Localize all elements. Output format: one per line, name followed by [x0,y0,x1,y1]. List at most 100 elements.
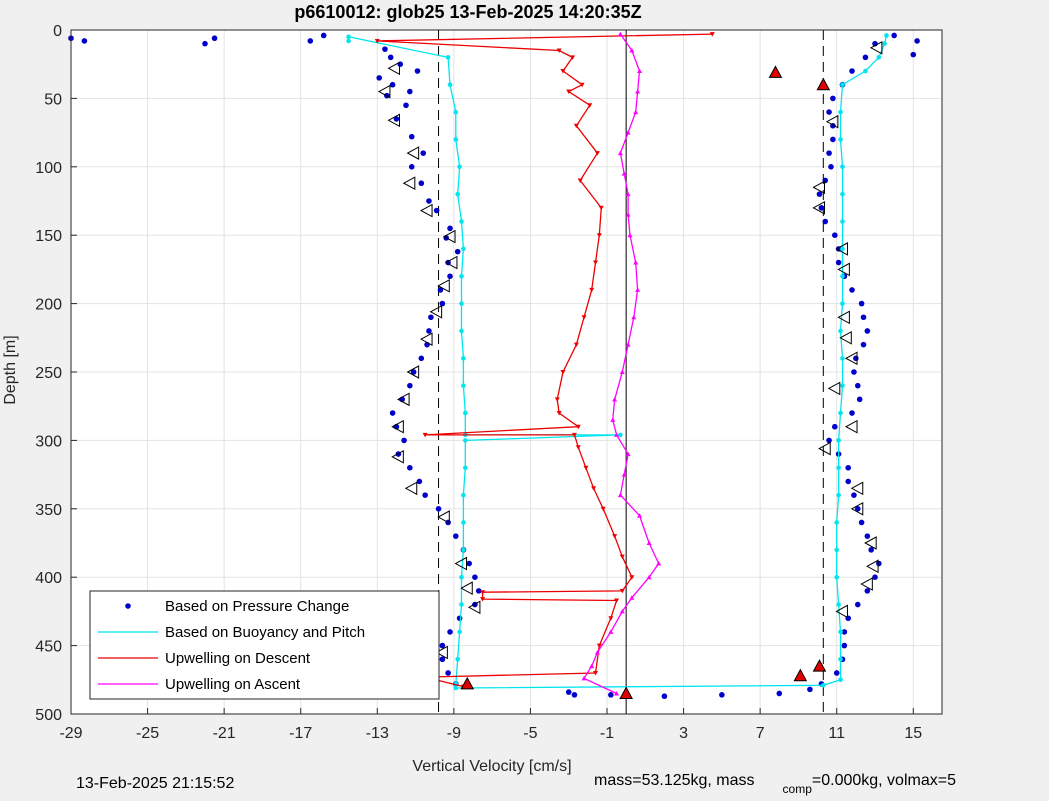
filled-triangle-marker [812,659,827,672]
series-2-point [575,424,581,430]
open-triangle-marker [860,577,873,591]
series-0-point [849,68,855,74]
series-1-point [463,410,468,416]
series-0-point [393,116,400,122]
open-triangle-marker [391,419,404,434]
series-0-point [830,95,836,102]
series-0-point [389,81,396,88]
series-1-point [834,547,840,553]
series-2-point [608,616,614,621]
x-tick-label: 3 [679,725,688,742]
footer-comp-sub: comp [782,782,812,796]
series-1-point [834,574,840,580]
series-1-point [821,682,826,688]
series-2-point [600,506,606,512]
series-1-point [459,574,464,580]
x-tick-label: -1 [600,725,614,742]
series-3-point [614,690,620,696]
series-1-point [884,33,889,38]
series-2-point [554,397,560,402]
series-2-point [596,233,602,238]
series-0-point [868,547,874,553]
x-axis-label: Vertical Velocity [cm/s] [412,758,571,775]
series-0-point [661,693,668,700]
series-0-point [851,369,857,375]
series-0-point [860,314,867,321]
series-0-point [435,506,442,512]
series-3-point [625,212,631,217]
y-tick-label: 500 [35,707,62,724]
series-0-point [910,51,917,58]
series-1-point [346,34,351,40]
open-triangle-marker [850,501,864,516]
series-0-point [860,341,867,348]
series-0-point [439,642,446,649]
series-0-point [397,61,404,67]
series-0-point [447,273,453,280]
open-triangle-marker [839,330,852,345]
series-3-point [617,31,623,37]
series-1-point [838,410,843,416]
series-0-point [862,54,869,61]
series-1-point [838,656,843,662]
series-0-point [475,588,482,594]
open-triangle-marker [835,242,848,256]
series-0-point [849,287,855,293]
series-3-point [646,574,652,580]
open-triangle-marker [864,536,877,550]
series-1-point [463,465,468,471]
x-tick-label: -29 [59,725,82,742]
series-0-point [418,355,425,362]
footer-mass-info: mass=53.125kg, mass comp=0.000kg, volmax=… [594,772,956,796]
series-2-point [422,432,428,438]
series-3-point [625,451,631,457]
series-3-point [635,287,641,292]
series-0-point [456,615,463,622]
series-3-point [637,513,643,518]
series-0-point [849,410,855,416]
legend-swatch [125,603,131,609]
series-0-point [472,574,478,580]
data-series [68,31,920,700]
series-2-point [629,575,635,580]
open-triangle-marker [869,40,883,55]
series-0-point [854,601,861,608]
filled-triangle-marker [816,77,831,91]
footer-timestamp: 13-Feb-2025 21:15:52 [76,775,235,792]
series-0-point [407,464,413,471]
series-2-point [571,432,577,438]
series-2-point [480,590,486,595]
series-1-point [445,55,451,60]
series-0-point [914,38,920,44]
series-1-point [840,301,845,306]
series-1-point [876,55,882,60]
series-0-point [408,133,415,140]
series-2-point [619,588,625,594]
series-0-point [832,423,838,430]
series-2-point [596,643,602,649]
series-3-point [621,171,627,176]
series-2-point [619,554,625,560]
series-1-point [882,41,887,46]
series-0-point [428,314,434,321]
series-0-point [410,369,417,375]
open-triangle-marker [391,449,404,464]
series-3-point [608,629,614,634]
open-triangle-marker [437,278,450,293]
series-0-point [416,478,423,485]
series-1-point [840,383,845,388]
y-tick-label: 300 [35,433,62,450]
series-0-point [382,46,388,52]
x-tick-label: 15 [904,725,922,742]
series-0-point [830,136,836,143]
series-3-point [617,492,623,498]
open-triangle-marker [404,481,418,496]
series-3-point [594,649,600,655]
series-3-point [619,608,625,614]
series-2-point [579,82,585,88]
open-triangle-marker [467,600,481,615]
x-tick-labels: -29 -25 -21 -17 -13 -9 -5 -1 3 7 11 15 [59,708,922,742]
open-triangle-marker [866,559,879,574]
series-0-point [418,180,425,187]
open-triangle-marker [377,84,391,99]
